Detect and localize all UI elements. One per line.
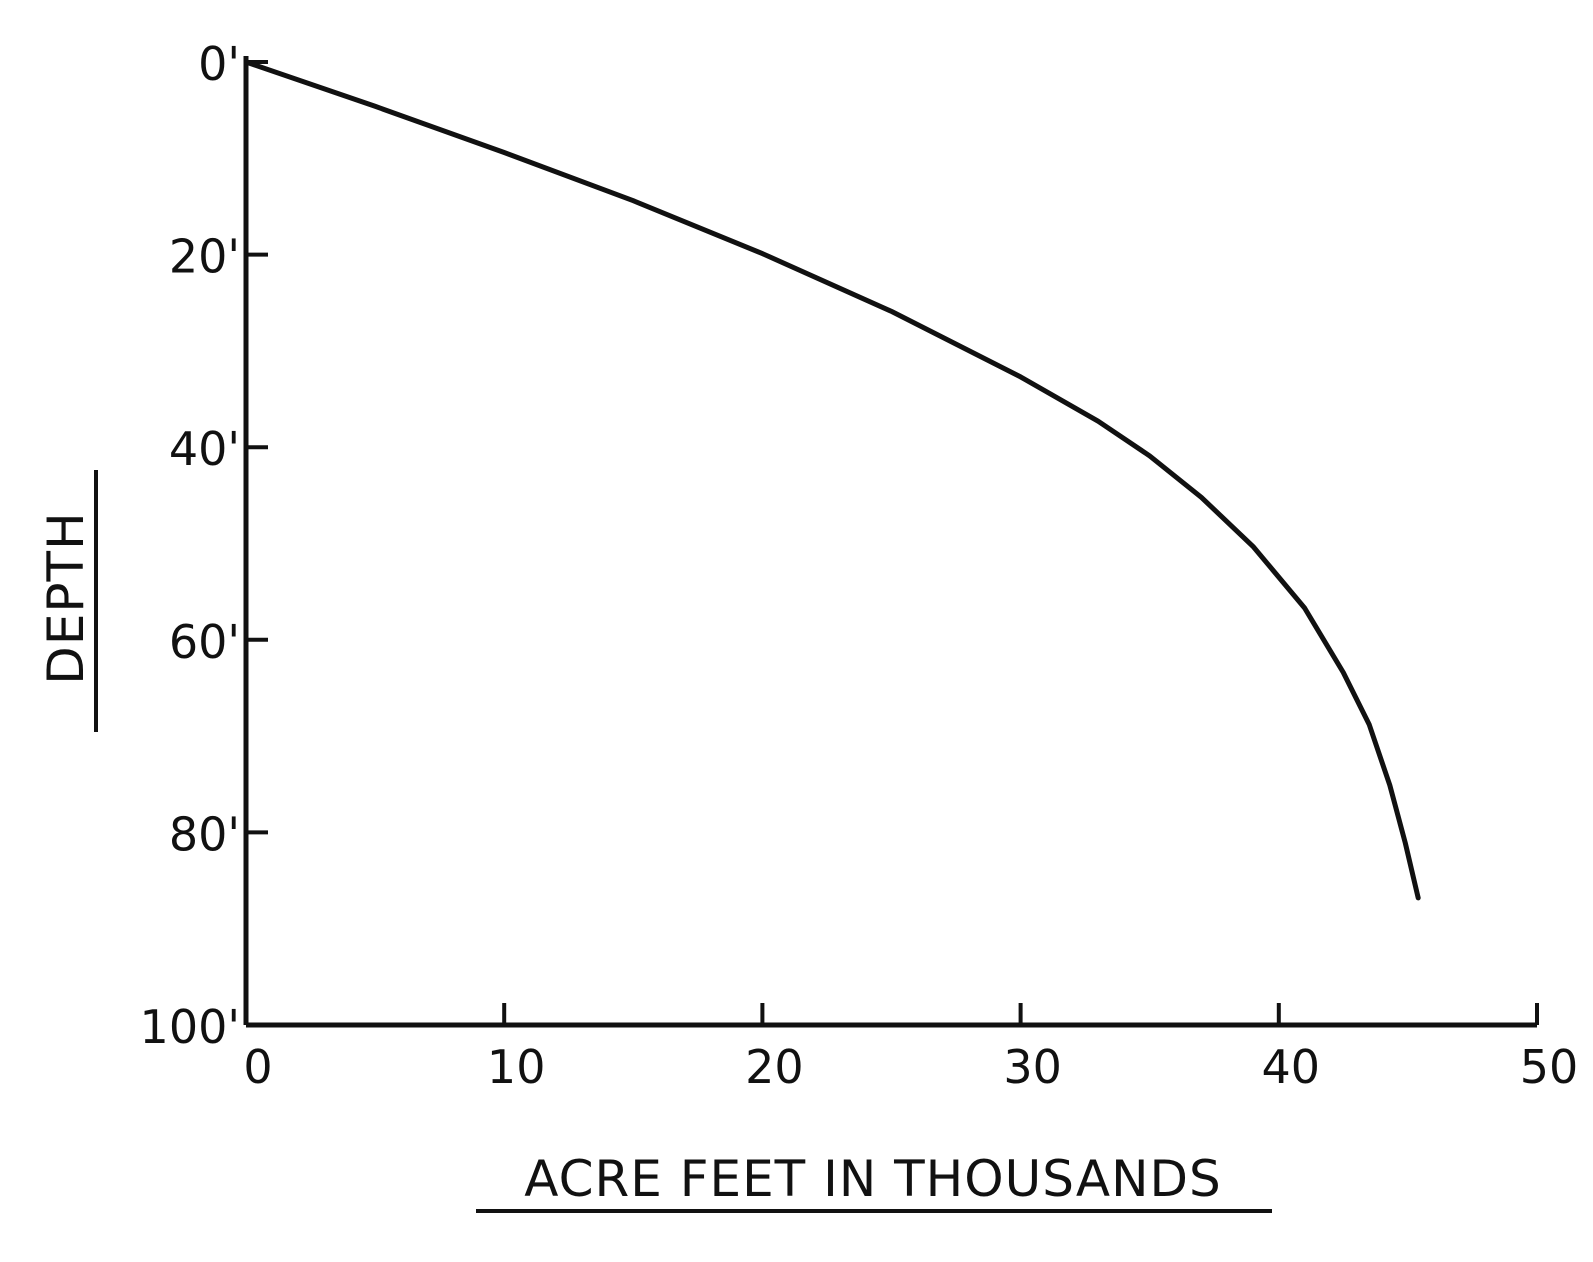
tick-marks <box>246 62 1537 1025</box>
y-tick-label: 80' <box>169 807 240 861</box>
y-tick-label: 20' <box>169 230 240 284</box>
x-tick-label: 50 <box>1520 1040 1579 1094</box>
tick-labels: 0 10 20 30 40 50 0' 20' 40' 60' 80' 100' <box>140 37 1579 1094</box>
x-tick-label: 0 <box>243 1040 272 1094</box>
x-tick-label: 40 <box>1262 1040 1321 1094</box>
y-tick-label: 0' <box>198 37 240 91</box>
y-axis-title: DEPTH <box>37 511 95 684</box>
y-tick-label: 100' <box>140 1000 240 1054</box>
x-tick-label: 30 <box>1003 1040 1062 1094</box>
depth-capacity-curve <box>246 62 1418 898</box>
series <box>246 62 1418 898</box>
x-axis-title: ACRE FEET IN THOUSANDS <box>524 1150 1222 1208</box>
axes <box>246 56 1537 1025</box>
x-tick-label: 10 <box>487 1040 546 1094</box>
y-tick-label: 40' <box>169 422 240 476</box>
x-tick-label: 20 <box>745 1040 804 1094</box>
y-tick-label: 60' <box>169 615 240 669</box>
